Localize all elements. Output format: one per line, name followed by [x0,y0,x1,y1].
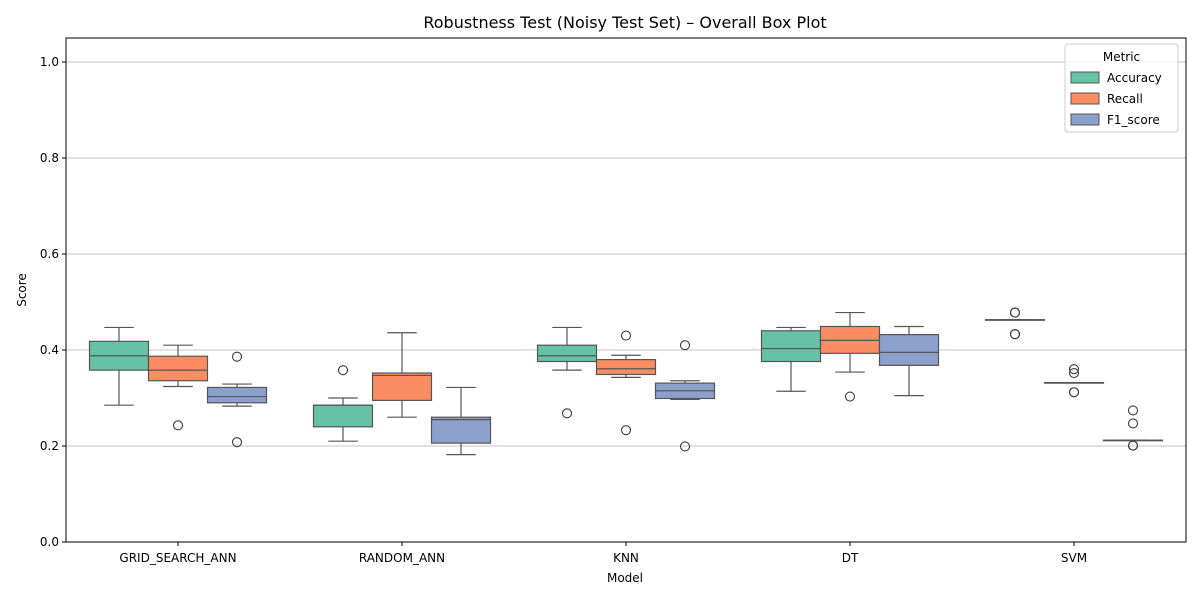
box-accuracy-knn [536,326,598,419]
outlier-point [679,441,691,452]
y-tick-label: 0.0 [40,535,59,549]
boxes [88,307,1164,456]
box-body [430,416,492,444]
x-tick-label: KNN [613,551,639,565]
y-tick-label: 0.6 [40,247,59,261]
x-tick-label: DT [842,551,859,565]
box-recall-dt [819,311,881,402]
outlier-point [1068,387,1080,398]
outlier-point [231,351,243,362]
box-accuracy-dt [760,326,822,392]
legend-title: Metric [1103,50,1140,64]
axes: 0.0 0.2 0.4 0.6 0.8 1.0 GRID_SEARCH_ANN RANDOM_… [40,55,1087,565]
box-recall-random_ann [371,332,433,418]
legend-entry-label: Recall [1107,92,1143,106]
outlier-point [172,420,184,431]
legend: Metric Accuracy Recall F1_score [1064,43,1179,133]
y-tick-label: 0.8 [40,151,59,165]
box-accuracy-random_ann [312,365,374,442]
y-tick-label: 0.4 [40,343,59,357]
box-recall-svm [1043,364,1105,398]
box-body [595,359,657,376]
box-recall-knn [595,330,657,436]
legend-box [1064,43,1179,133]
legend-swatch [1070,92,1100,105]
box-body [371,372,433,402]
box-f1_score-dt [878,325,940,397]
box-body [760,330,822,363]
box-recall-grid_search_ann [147,344,209,431]
outlier-point [1068,364,1080,375]
outlier-point [1009,329,1021,340]
outlier-point [620,330,632,341]
box-body [147,355,209,382]
outlier-point [1127,418,1139,429]
y-tick-label: 0.2 [40,439,59,453]
legend-entry-label: F1_score [1107,113,1160,127]
box-accuracy-svm [984,307,1046,340]
outlier-point [337,365,349,376]
box-f1_score-svm [1102,405,1164,451]
legend-swatch [1070,113,1100,126]
y-tick-label: 1.0 [40,55,59,69]
outlier-point [844,391,856,402]
x-tick-label: GRID_SEARCH_ANN [119,551,236,565]
box-body [206,386,268,404]
box-body [878,334,940,366]
box-f1_score-grid_search_ann [206,351,268,448]
y-axis-label: Score [15,273,29,307]
chart-title: Robustness Test (Noisy Test Set) – Overa… [423,13,826,32]
box-f1_score-knn [654,340,716,452]
outlier-point [620,425,632,436]
outlier-point [1127,405,1139,416]
box-body [536,344,598,363]
legend-swatch [1070,71,1100,84]
outlier-point [231,437,243,448]
x-axis-label: Model [607,571,643,585]
outlier-point [679,340,691,351]
x-tick-label: SVM [1061,551,1087,565]
outlier-point [1127,440,1139,451]
box-f1_score-random_ann [430,386,492,456]
outlier-point [561,408,573,419]
outlier-point [1009,307,1021,318]
legend-entry-label: Accuracy [1107,71,1162,85]
x-tick-label: RANDOM_ANN [359,551,445,565]
outlier-point [1068,367,1080,379]
box-body [312,404,374,428]
